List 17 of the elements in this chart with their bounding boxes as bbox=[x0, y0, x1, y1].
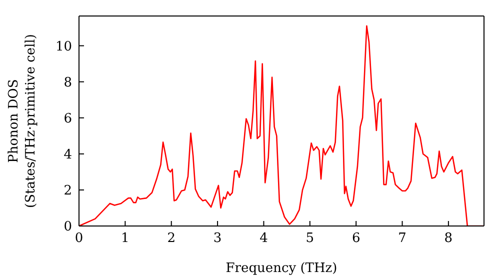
y-axis-title: Phonon DOS (States/THz·primitive cell) bbox=[6, 34, 38, 208]
x-tick-label: 5 bbox=[306, 231, 314, 246]
y-tick-label: 4 bbox=[64, 148, 72, 163]
x-tick-label: 7 bbox=[398, 231, 406, 246]
x-tick-label: 1 bbox=[121, 231, 130, 246]
y-tick-label: 10 bbox=[55, 39, 72, 54]
y-tick-label: 6 bbox=[64, 111, 72, 126]
x-tick-label: 3 bbox=[213, 231, 222, 246]
y-tick-label: 8 bbox=[64, 75, 72, 90]
x-tick-label: 2 bbox=[167, 231, 176, 246]
x-tick-label: 4 bbox=[260, 231, 268, 246]
x-tick-label: 0 bbox=[74, 231, 84, 246]
y-tick-label: 0 bbox=[64, 220, 72, 235]
y-tick-label: 2 bbox=[64, 184, 72, 199]
x-tick-label: 6 bbox=[352, 231, 360, 246]
x-tick-label: 8 bbox=[444, 231, 453, 246]
x-axis-title: Frequency (THz) bbox=[226, 261, 338, 276]
